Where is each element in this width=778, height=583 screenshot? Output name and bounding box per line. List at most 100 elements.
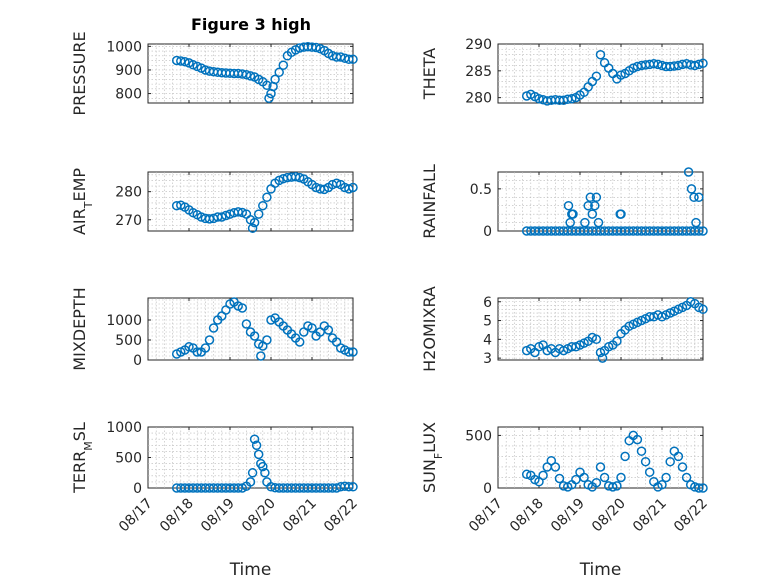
y-axis-label: RAINFALL — [420, 164, 439, 239]
subplot-h2omixra: 3 4 5 6 H2OMIXRA — [420, 286, 708, 372]
y-tick-label: 1000 — [106, 39, 142, 55]
subplot-terr-msl: 0 500 1000 08/17 08/18 08/19 08/20 08/21 08/22 TE… — [70, 420, 361, 580]
data-point — [348, 482, 358, 492]
x-tick-label: 08/17 — [116, 496, 156, 536]
data-point — [192, 347, 202, 357]
y-tick-label: 0 — [133, 481, 142, 497]
data-point — [694, 483, 704, 493]
subplot-pressure: 800 900 1000 PRESSURE — [70, 31, 358, 116]
data-point — [335, 52, 346, 62]
subplot-air-temp: 270 280 AIRTEMP — [70, 168, 358, 235]
x-tick-label: 08/18 — [507, 496, 547, 536]
y-tick-label: 6 — [483, 295, 492, 311]
data-point — [245, 477, 256, 487]
y-tick-label: 0 — [483, 224, 492, 240]
x-tick-label: 08/22 — [321, 496, 361, 536]
data-point — [344, 54, 354, 65]
data-point — [249, 434, 260, 444]
x-axis-label: Time — [229, 560, 272, 580]
data-point — [237, 207, 248, 218]
data-point — [698, 483, 708, 493]
data-point — [677, 462, 688, 472]
data-point — [208, 323, 219, 333]
data-point — [323, 325, 334, 335]
y-tick-label: 280 — [465, 91, 492, 107]
y-tick-label: 500 — [465, 428, 492, 444]
data-point — [694, 192, 704, 203]
data-point — [294, 337, 305, 347]
data-point — [245, 71, 256, 81]
data-point — [636, 446, 647, 456]
x-tick-label: 08/17 — [466, 496, 506, 536]
data-point — [681, 472, 692, 483]
y-tick-label: 3 — [483, 351, 492, 367]
x-tick-label: 08/20 — [239, 496, 279, 536]
data-point — [241, 319, 252, 329]
data-point — [249, 331, 260, 341]
data-point — [274, 67, 284, 78]
data-point — [294, 172, 305, 183]
data-point — [344, 347, 354, 357]
data-point — [698, 304, 708, 315]
y-axis-label: TERRMSL — [70, 422, 95, 494]
data-point — [657, 480, 667, 490]
data-point — [188, 60, 198, 70]
y-tick-label: 285 — [465, 64, 492, 80]
figure-title: Figure 3 high — [191, 15, 311, 34]
data-point — [673, 451, 684, 462]
y-tick-label: 280 — [115, 185, 142, 201]
y-tick-label: 0 — [483, 481, 492, 497]
y-tick-label: 4 — [483, 332, 492, 348]
y-tick-label: 500 — [115, 451, 142, 467]
y-axis-label: THETA — [420, 48, 439, 100]
data-point — [694, 226, 704, 236]
data-point — [253, 209, 264, 219]
data-point — [184, 342, 194, 352]
data-point — [264, 93, 274, 104]
data-point — [563, 200, 574, 211]
data-point — [348, 347, 358, 357]
data-point — [241, 69, 252, 80]
x-tick-label: 08/21 — [630, 496, 670, 536]
y-tick-label: 270 — [115, 213, 142, 229]
data-point — [262, 335, 272, 345]
data-point — [247, 223, 258, 233]
data-point — [686, 184, 697, 194]
data-point — [262, 192, 272, 203]
data-point — [612, 481, 622, 491]
data-point — [249, 217, 260, 228]
data-point — [278, 60, 289, 70]
y-tick-label: 800 — [115, 87, 142, 103]
x-tick-label: 08/22 — [671, 496, 711, 536]
x-tick-label: 08/18 — [157, 496, 197, 536]
data-point — [348, 54, 358, 65]
data-point — [689, 192, 699, 203]
data-point — [331, 178, 342, 188]
axes-box — [497, 43, 704, 104]
x-tick-label: 08/20 — [589, 496, 629, 536]
y-tick-label: 0 — [133, 353, 142, 369]
data-point — [694, 59, 704, 70]
data-point — [580, 217, 590, 228]
y-axis-label: PRESSURE — [70, 31, 89, 115]
data-point — [538, 470, 548, 481]
data-point — [568, 209, 578, 219]
data-point — [348, 182, 358, 193]
y-axis-label: SUNFLUX — [420, 422, 445, 493]
x-tick-label: 08/21 — [280, 496, 320, 536]
data-point — [616, 70, 626, 80]
data-point — [521, 469, 532, 480]
data-point — [640, 456, 651, 467]
data-point — [579, 472, 589, 483]
data-point — [585, 192, 596, 203]
data-point — [644, 467, 655, 477]
data-point — [251, 440, 262, 451]
data-point — [608, 482, 618, 492]
data-point — [628, 63, 639, 73]
data-point — [307, 323, 317, 333]
y-tick-label: 1000 — [106, 420, 142, 436]
data-point — [591, 71, 602, 81]
data-point — [632, 434, 643, 445]
data-point — [616, 472, 626, 483]
data-point — [595, 462, 606, 472]
